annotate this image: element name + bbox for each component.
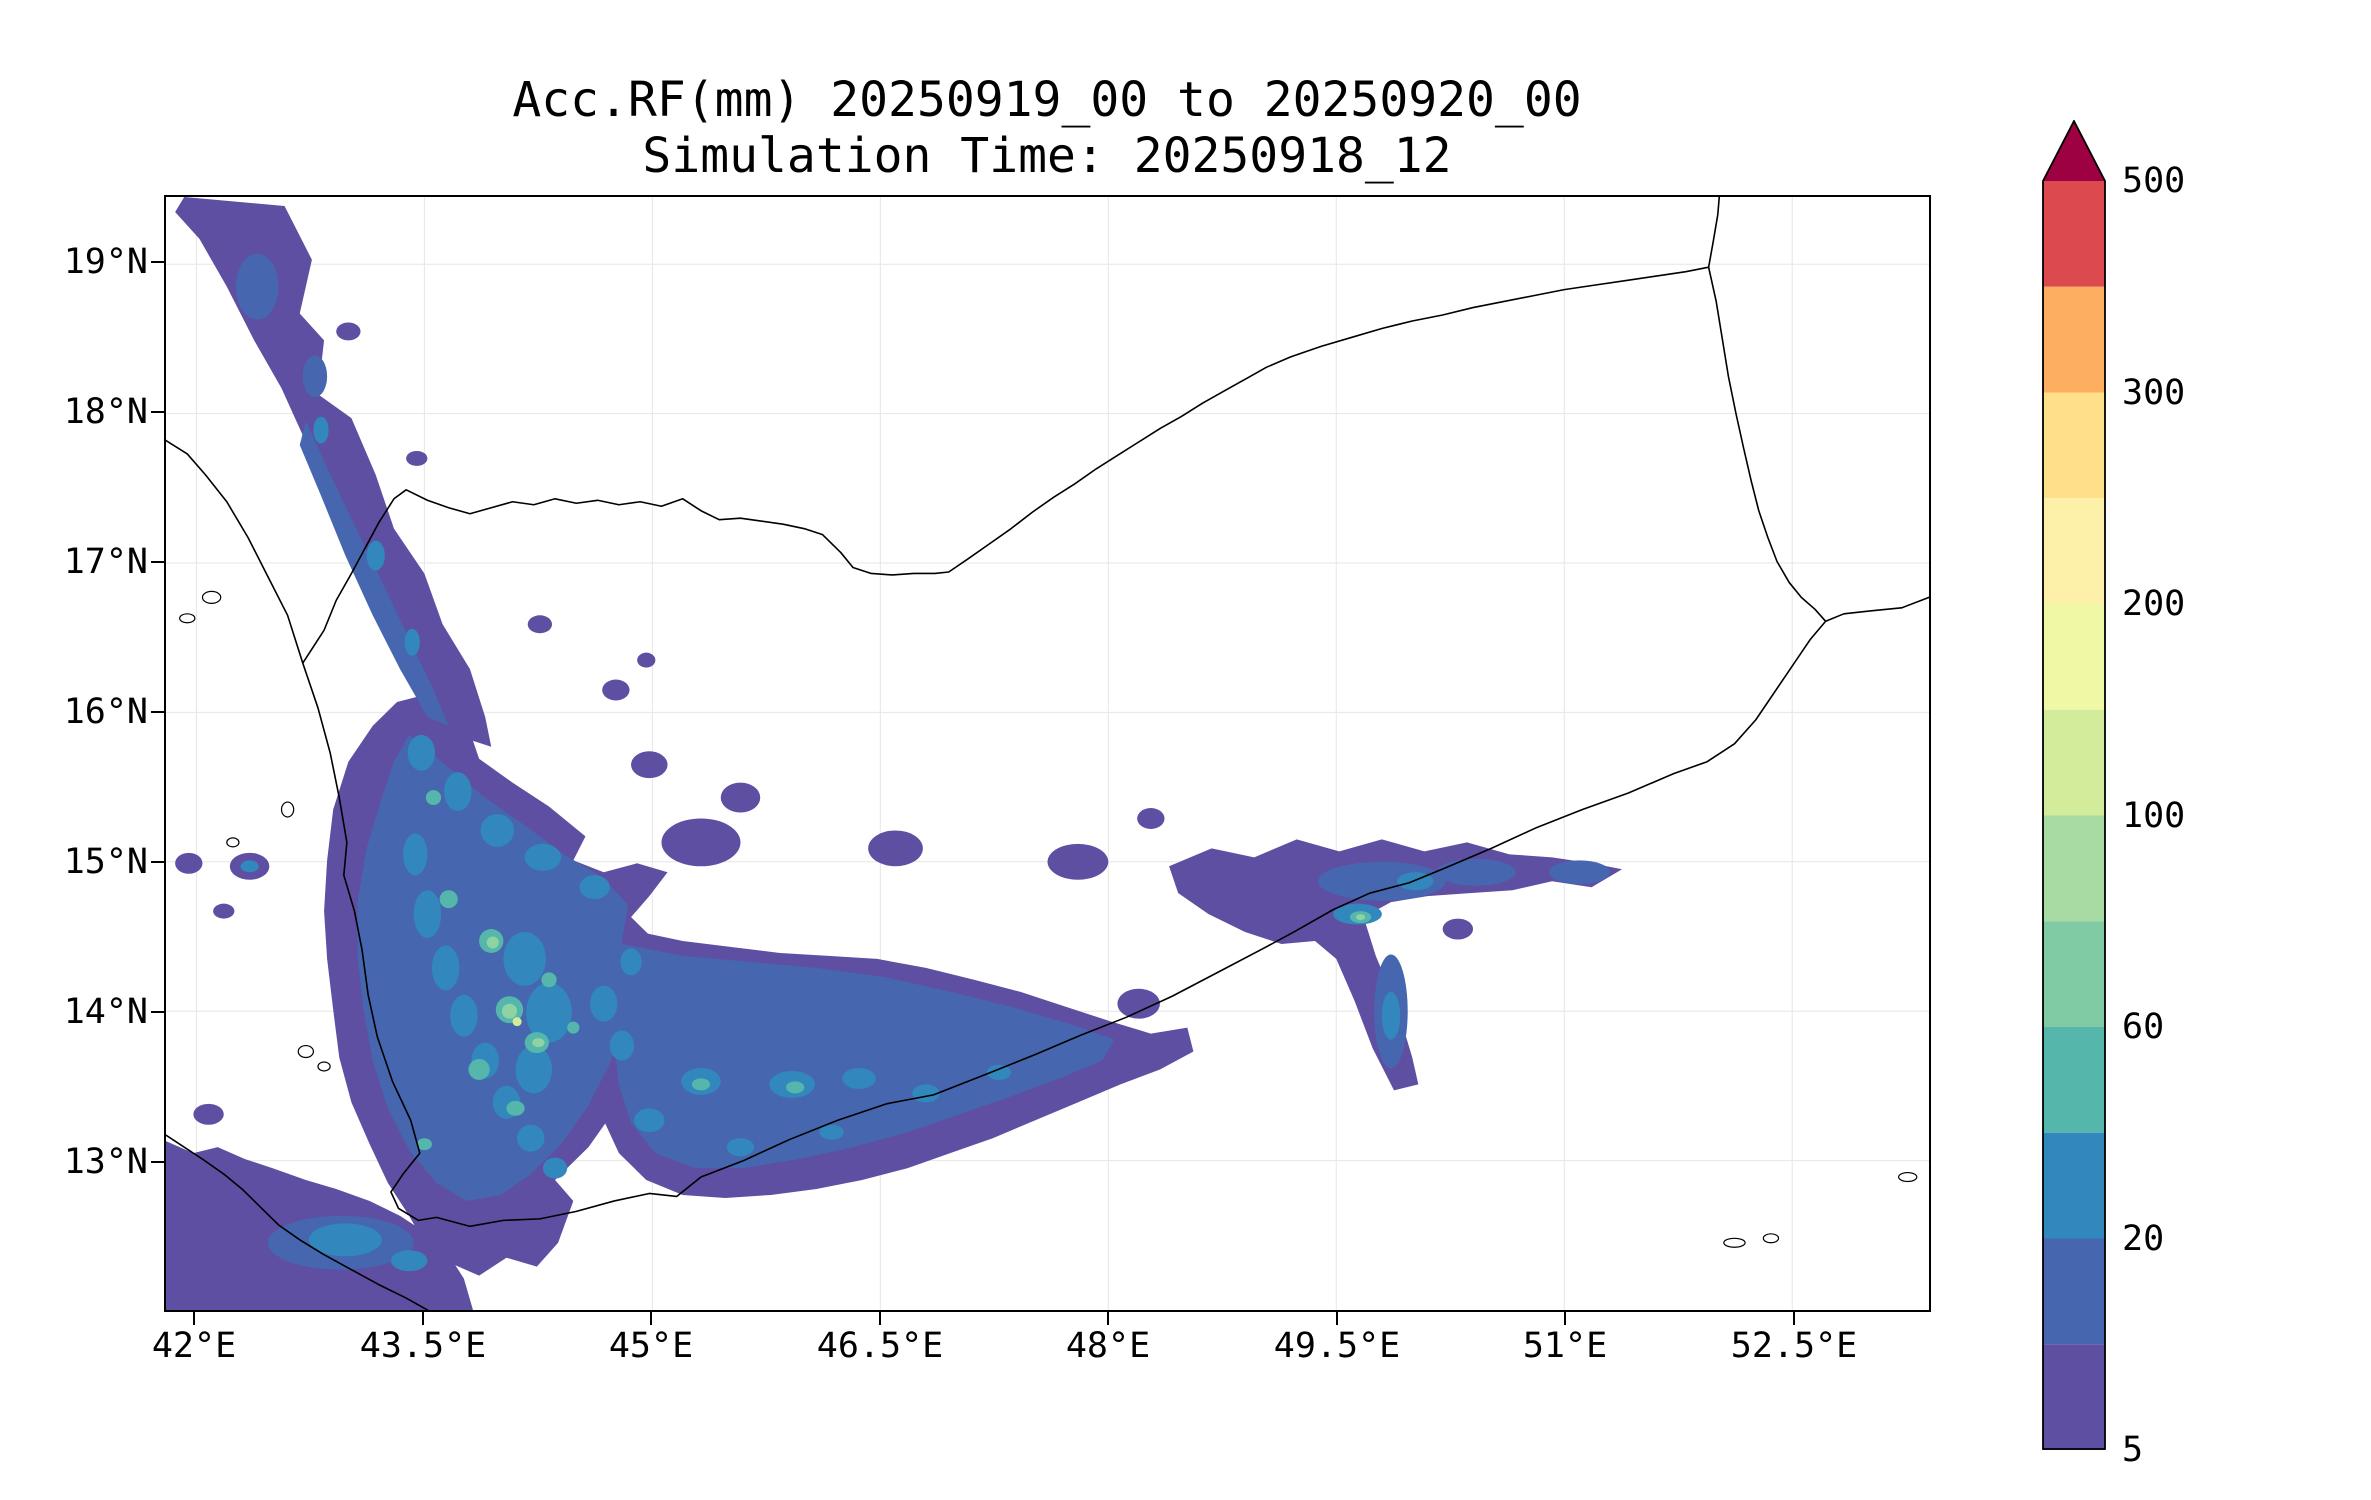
- red-sea-island: [227, 838, 239, 847]
- oman-yemen-border: [1709, 267, 1826, 621]
- colorbar-band: [2043, 1027, 2105, 1133]
- x-tick-label: 51°E: [1522, 1326, 1608, 1366]
- x-tick-mark: [1793, 1312, 1795, 1325]
- arabian-sea-island: [1724, 1238, 1745, 1247]
- rain-map-canvas: [166, 197, 1929, 1310]
- x-tick-label: 49.5°E: [1273, 1326, 1401, 1366]
- saudi-yemen-border: [303, 267, 1709, 663]
- red-sea-and-south-coastline: [166, 441, 1929, 1227]
- red-sea-island: [298, 1046, 313, 1058]
- map-plot-area: [164, 195, 1931, 1312]
- y-tick-label: 15°N: [63, 842, 148, 882]
- colorbar: [2042, 120, 2106, 1450]
- rain-layer-100-150mm: [512, 1017, 522, 1027]
- y-tick-label: 19°N: [63, 242, 148, 282]
- red-sea-island: [282, 802, 294, 817]
- y-tick-label: 16°N: [63, 692, 148, 732]
- map-title: Acc.RF(mm) 20250919_00 to 20250920_00: [512, 72, 1582, 128]
- y-tick-mark: [151, 411, 164, 413]
- x-tick-label: 43.5°E: [359, 1326, 487, 1366]
- colorbar-over-arrow: [2043, 121, 2105, 181]
- x-tick-mark: [1107, 1312, 1109, 1325]
- colorbar-band: [2043, 286, 2105, 393]
- rain-layer-5-10mm: [166, 197, 1622, 1310]
- arabian-sea-island: [1899, 1173, 1917, 1182]
- map-subtitle: Simulation Time: 20250918_12: [642, 128, 1452, 184]
- colorbar-band: [2043, 921, 2105, 1027]
- colorbar-band: [2043, 1344, 2105, 1450]
- farasan-island: [180, 614, 195, 623]
- colorbar-band: [2043, 709, 2105, 816]
- colorbar-tick-label: 300: [2122, 373, 2186, 413]
- colorbar-tick-label: 100: [2122, 796, 2186, 836]
- y-tick-label: 17°N: [63, 542, 148, 582]
- colorbar-band: [2043, 181, 2105, 287]
- colorbar-band: [2043, 498, 2105, 604]
- rain-layer-20-40mm: [240, 416, 1434, 1272]
- y-tick-mark: [151, 261, 164, 263]
- y-tick-mark: [151, 561, 164, 563]
- saudi-oman-border: [1709, 197, 1720, 267]
- islands: [180, 591, 1917, 1247]
- x-tick-mark: [193, 1312, 195, 1325]
- colorbar-band: [2043, 1238, 2105, 1345]
- x-tick-mark: [422, 1312, 424, 1325]
- coastline-borders: [166, 197, 1929, 1310]
- y-tick-mark: [151, 1161, 164, 1163]
- red-sea-island: [318, 1062, 330, 1071]
- farasan-island: [202, 591, 220, 603]
- colorbar-band: [2043, 604, 2105, 710]
- african-coastline: [166, 1135, 427, 1310]
- rain-layer-60-100mm: [486, 914, 1366, 1048]
- x-tick-mark: [1564, 1312, 1566, 1325]
- colorbar-tick-label: 5: [2122, 1430, 2144, 1470]
- y-tick-label: 13°N: [63, 1142, 148, 1182]
- x-tick-label: 46.5°E: [816, 1326, 944, 1366]
- x-tick-mark: [1336, 1312, 1338, 1325]
- y-tick-mark: [151, 711, 164, 713]
- x-tick-label: 45°E: [608, 1326, 694, 1366]
- x-tick-label: 42°E: [151, 1326, 237, 1366]
- y-tick-label: 14°N: [63, 992, 148, 1032]
- x-tick-label: 48°E: [1065, 1326, 1151, 1366]
- y-tick-label: 18°N: [63, 392, 148, 432]
- y-tick-mark: [151, 1011, 164, 1013]
- arabian-sea-island: [1763, 1234, 1778, 1243]
- x-tick-mark: [650, 1312, 652, 1325]
- x-tick-mark: [879, 1312, 881, 1325]
- colorbar-band: [2043, 1132, 2105, 1239]
- colorbar-tick-label: 20: [2122, 1219, 2165, 1259]
- y-tick-mark: [151, 861, 164, 863]
- colorbar-band: [2043, 392, 2105, 499]
- x-tick-label: 52.5°E: [1730, 1326, 1858, 1366]
- colorbar-outline: [2042, 120, 2106, 1450]
- colorbar-tick-label: 200: [2122, 584, 2186, 624]
- colorbar-tick-label: 60: [2122, 1007, 2165, 1047]
- colorbar-band: [2043, 815, 2105, 922]
- colorbar-tick-label: 500: [2122, 161, 2186, 201]
